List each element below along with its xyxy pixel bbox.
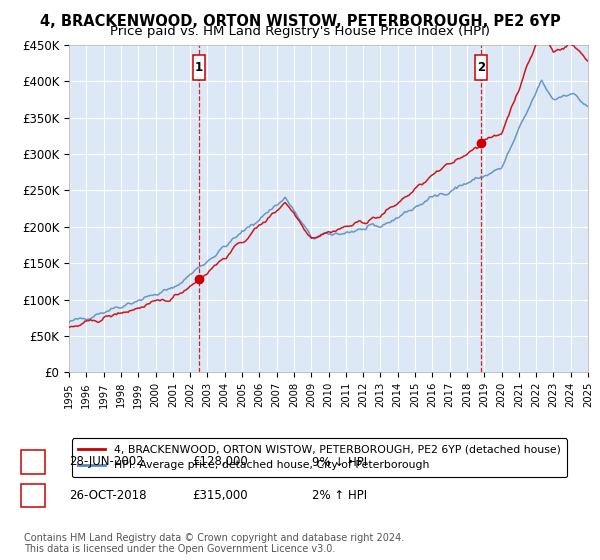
Text: 1: 1	[194, 61, 203, 74]
Text: £315,000: £315,000	[192, 489, 248, 502]
Text: 2: 2	[29, 489, 37, 502]
Text: 2% ↑ HPI: 2% ↑ HPI	[312, 489, 367, 502]
Text: £128,000: £128,000	[192, 455, 248, 469]
Text: 2: 2	[477, 61, 485, 74]
Text: 28-JUN-2002: 28-JUN-2002	[69, 455, 143, 469]
Text: Price paid vs. HM Land Registry's House Price Index (HPI): Price paid vs. HM Land Registry's House …	[110, 25, 490, 38]
Text: 4, BRACKENWOOD, ORTON WISTOW, PETERBOROUGH, PE2 6YP: 4, BRACKENWOOD, ORTON WISTOW, PETERBOROU…	[40, 14, 560, 29]
Text: 1: 1	[29, 455, 37, 469]
Legend: 4, BRACKENWOOD, ORTON WISTOW, PETERBOROUGH, PE2 6YP (detached house), HPI: Avera: 4, BRACKENWOOD, ORTON WISTOW, PETERBOROU…	[72, 438, 568, 477]
Bar	[475, 55, 487, 80]
Text: 26-OCT-2018: 26-OCT-2018	[69, 489, 146, 502]
Bar	[193, 55, 205, 80]
Text: Contains HM Land Registry data © Crown copyright and database right 2024.
This d: Contains HM Land Registry data © Crown c…	[24, 533, 404, 554]
Text: 9% ↓ HPI: 9% ↓ HPI	[312, 455, 367, 469]
